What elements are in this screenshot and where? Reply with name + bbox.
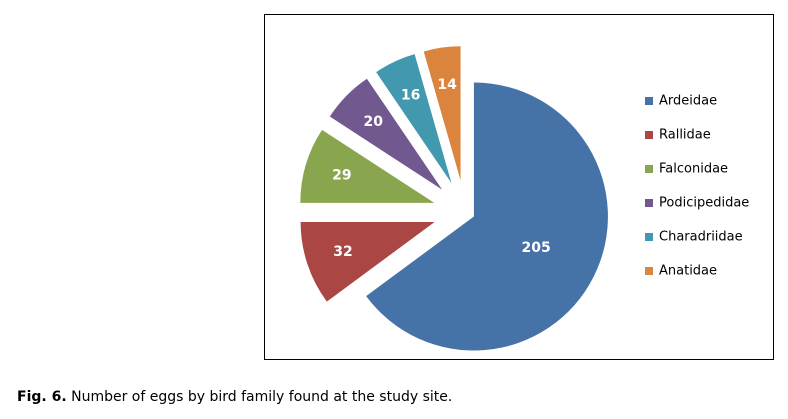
legend-swatch-anatidae [645,267,653,275]
data-label-rallidae: 32 [333,244,352,260]
pie-data-labels: 205 32 29 20 16 14 [332,77,551,260]
legend-entry-rallidae: Rallidae [659,128,711,143]
legend-swatch-rallidae [645,131,653,139]
legend-swatch-charadriidae [645,233,653,241]
pie-slice-podicipedidae [329,78,443,190]
pie-slices [300,46,608,351]
legend-entry-falconidae: Falconidae [659,162,728,177]
legend-swatch-podicipedidae [645,199,653,207]
data-label-falconidae: 29 [332,167,351,183]
pie-slice-anatidae [423,46,461,181]
legend-swatch-ardeidae [645,97,653,105]
legend-swatch-falconidae [645,165,653,173]
data-label-anatidae: 14 [437,77,457,93]
legend-entry-ardeidae: Ardeidae [659,94,717,109]
chart-frame: 205 32 29 20 16 14 Ardeidae Rallidae Falconidae… [264,14,774,360]
pie-slice-rallidae [300,222,435,302]
chart-legend: Ardeidae Rallidae Falconidae Podicipedidae C… [645,94,749,279]
legend-entry-charadriidae: Charadriidae [659,230,743,245]
legend-entry-podicipedidae: Podicipedidae [659,196,749,211]
data-label-podicipedidae: 20 [364,114,384,130]
data-label-charadriidae: 16 [401,88,420,104]
pie-chart: 205 32 29 20 16 14 Ardeidae Rallidae Falconidae… [300,46,749,351]
figure-caption-text: Number of eggs by bird family found at t… [71,389,453,405]
pie-slice-falconidae [300,129,435,203]
figure-caption: Fig. 6. Number of eggs by bird family fo… [17,389,452,405]
pie-slice-ardeidae [366,82,608,351]
figure-number: Fig. 6. [17,389,67,405]
pie-slice-charadriidae [376,54,452,184]
data-label-ardeidae: 205 [522,240,551,256]
legend-entry-anatidae: Anatidae [659,264,717,279]
